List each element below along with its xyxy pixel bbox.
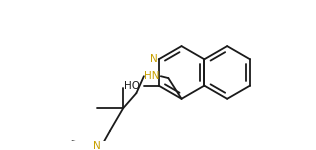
Text: HN: HN (144, 71, 159, 81)
Text: N: N (93, 141, 101, 150)
Text: HO: HO (125, 81, 140, 91)
Text: N: N (150, 54, 158, 64)
